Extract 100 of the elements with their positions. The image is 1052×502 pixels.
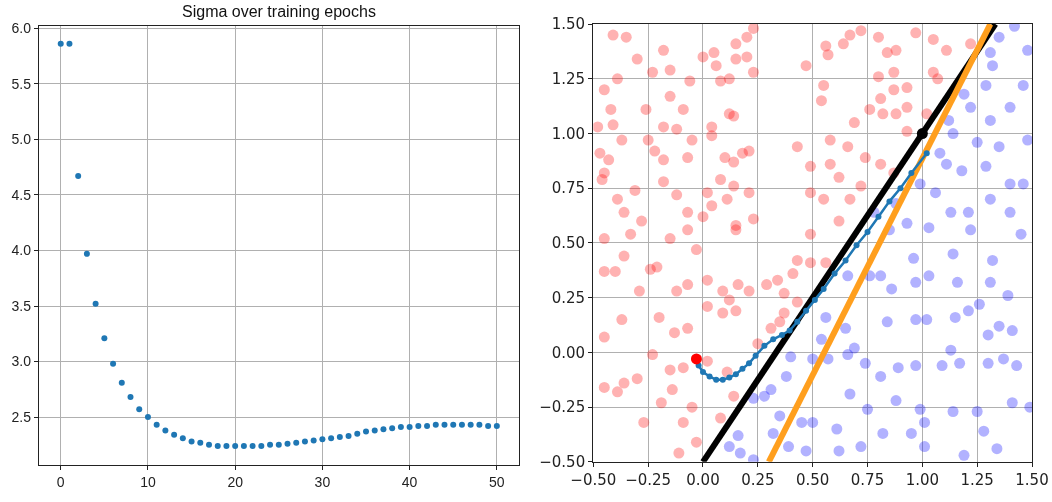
point: [223, 442, 230, 449]
point: [700, 369, 706, 376]
y-tick-label: 3.0: [11, 353, 32, 370]
point: [732, 371, 739, 378]
y-tick-label: 2.5: [11, 408, 32, 425]
point: [101, 335, 108, 342]
point: [127, 394, 134, 401]
point: [83, 250, 90, 257]
y-tick-label: 0.50: [551, 234, 586, 253]
point: [761, 342, 768, 349]
point: [301, 438, 308, 445]
point: [232, 442, 239, 449]
y-tick-label: 1.50: [551, 15, 586, 34]
point: [179, 435, 186, 442]
point: [275, 441, 282, 448]
point: [397, 424, 404, 431]
point: [831, 270, 838, 277]
point: [706, 373, 713, 380]
point: [908, 169, 915, 176]
x-tick-label: 1.50: [1015, 470, 1049, 489]
x-tick-label: −0.50: [570, 470, 617, 489]
point: [249, 442, 256, 449]
point: [794, 318, 801, 325]
point: [188, 438, 195, 445]
x-tick-label: 10: [140, 473, 156, 490]
point: [136, 406, 143, 413]
point: [842, 257, 849, 264]
y-tick-label: 4.0: [11, 242, 32, 259]
point: [144, 414, 151, 421]
point: [206, 441, 212, 448]
point: [916, 128, 928, 140]
point: [336, 434, 343, 441]
point: [258, 442, 265, 449]
x-tick-label: 0.00: [686, 470, 720, 489]
point: [328, 435, 335, 442]
x-tick-label: 0.75: [850, 470, 885, 489]
point: [380, 426, 387, 433]
point: [319, 436, 326, 443]
point: [110, 360, 117, 367]
x-tick-label: 40: [401, 473, 418, 490]
point: [267, 441, 274, 448]
point: [726, 374, 733, 381]
point: [214, 442, 221, 449]
point: [66, 40, 73, 47]
point: [57, 40, 64, 47]
x-tick-label: 50: [489, 473, 505, 490]
point: [719, 376, 726, 383]
point: [371, 427, 378, 434]
point: [75, 173, 82, 180]
point: [875, 213, 882, 220]
point: [450, 421, 457, 428]
y-tick-label: 0.25: [551, 288, 586, 307]
y-tick-label: 6.0: [11, 20, 32, 37]
point: [458, 421, 465, 428]
y-tick-label: 0.00: [551, 343, 586, 362]
x-tick-label: 0.25: [741, 470, 775, 489]
point: [284, 440, 291, 447]
point: [739, 365, 746, 372]
point: [690, 353, 702, 365]
point: [770, 336, 777, 343]
point: [310, 437, 317, 444]
point: [153, 421, 160, 428]
x-tick-label: 0: [56, 473, 65, 490]
y-tick-label: 1.00: [551, 124, 586, 143]
point: [406, 424, 413, 431]
y-tick-label: −0.25: [539, 398, 586, 417]
point: [441, 421, 448, 428]
point: [786, 327, 793, 334]
point: [415, 422, 422, 429]
point: [354, 430, 361, 437]
point: [389, 425, 396, 432]
point: [118, 379, 125, 386]
point: [345, 432, 352, 439]
point: [485, 422, 492, 429]
point: [820, 285, 827, 292]
point: [923, 150, 930, 157]
point: [240, 442, 247, 449]
point: [293, 439, 300, 446]
point: [803, 307, 810, 314]
point: [162, 427, 169, 434]
point: [171, 431, 178, 438]
point: [363, 428, 369, 435]
y-tick-label: 4.5: [11, 186, 32, 203]
x-tick-label: 1.00: [905, 470, 940, 489]
x-tick-label: 30: [314, 473, 331, 490]
y-tick-label: 3.5: [11, 297, 32, 314]
point: [476, 421, 483, 428]
y-tick-label: 5.0: [11, 131, 32, 148]
point: [811, 296, 818, 303]
point: [424, 422, 431, 429]
chart-title: Sigma over training epochs: [182, 3, 376, 20]
point: [886, 198, 893, 205]
y-tick-label: −0.50: [539, 453, 586, 472]
point: [493, 422, 500, 429]
point: [713, 376, 720, 383]
point: [864, 229, 871, 236]
point: [467, 421, 474, 428]
point: [746, 360, 753, 367]
point: [897, 185, 904, 192]
point: [92, 300, 99, 307]
